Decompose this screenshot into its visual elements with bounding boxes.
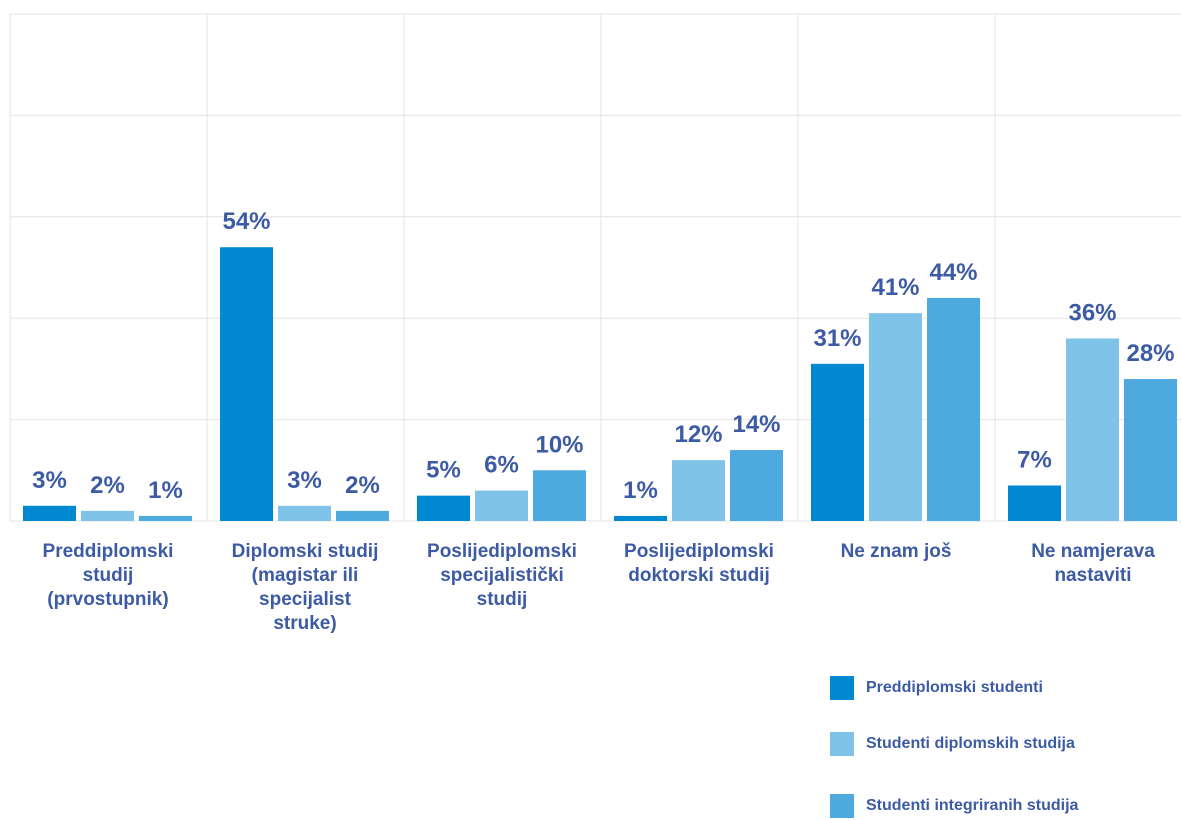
bar [869,313,922,521]
bar [23,505,76,521]
data-label: 2% [90,472,125,499]
data-label: 14% [732,411,780,438]
data-label: 7% [1017,447,1052,474]
bar [417,495,470,521]
category-label: Poslijediplomski specijalistički studij [404,540,600,612]
data-label: 12% [674,421,722,448]
data-label: 1% [148,477,183,504]
bar [533,470,586,521]
bar [927,297,980,521]
legend-item-integrirani: Studenti integriranih studija [830,794,1170,820]
bar [278,505,331,521]
data-label: 10% [535,431,583,458]
category-label-line: studij [82,565,134,586]
category-label-line: Poslijediplomski [427,541,577,562]
legend-label: Preddiplomski studenti [866,679,1043,696]
legend-item-preddiplomski: Preddiplomski studenti [830,676,1170,702]
chart-grid [9,13,1181,522]
bar [475,490,528,521]
data-label: 5% [426,457,461,484]
legend-swatch-integrirani [830,794,854,818]
category-label-line: studij [476,589,528,610]
category-label-line: specijalistički [440,565,564,586]
category-label-line: specijalist [259,589,351,610]
bar [139,515,192,521]
data-label: 2% [345,472,380,499]
category-label-line: Ne znam još [840,541,952,562]
category-label: Poslijediplomski doktorski studij [601,540,797,588]
legend-label: Studenti diplomskih studija [866,735,1075,752]
data-label: 3% [32,467,67,494]
category-label-line: nastaviti [1054,565,1132,586]
data-label: 44% [929,259,977,286]
category-label-line: struke) [273,613,337,634]
category-label: Ne znam još [798,540,994,564]
legend-swatch-diplomski [830,732,854,756]
bar [336,510,389,521]
bar [1124,379,1177,521]
legend-swatch-preddiplomski [830,676,854,700]
data-label: 36% [1068,299,1116,326]
bar [81,510,134,521]
chart-data-labels: 3% 2% 1% 54% 3% 2% 5% 6% 10% 1% 12% 14% 31% 41% 44% 7% 3… [32,208,1174,504]
category-label: Ne namjerava nastaviti [995,540,1181,588]
data-label: 41% [871,274,919,301]
bar [220,247,273,521]
category-label-line: doktorski studij [628,565,770,586]
category-label: Preddiplomski studij (prvostupnik) [10,540,206,612]
bar [730,450,783,521]
category-label-line: Preddiplomski [42,541,174,562]
bar-chart: 3% 2% 1% 54% 3% 2% 5% 6% 10% 1% 12% 14% 31% 41% 44% 7% 3… [9,13,1181,522]
bar [1066,338,1119,521]
category-label-line: Ne namjerava [1031,541,1155,562]
bar [672,460,725,521]
data-label: 1% [623,477,658,504]
data-label: 31% [813,325,861,352]
category-label: Diplomski studij (magistar ili specijalist… [207,540,403,636]
bar [1008,485,1061,521]
legend-label: Studenti integriranih studija [866,797,1079,814]
data-label: 54% [222,208,270,235]
category-label-line: Poslijediplomski [624,541,774,562]
chart-bars [23,247,1177,521]
category-label-line: Diplomski studij [231,541,379,562]
data-label: 6% [484,452,519,479]
data-label: 3% [287,467,322,494]
category-label-line: (prvostupnik) [47,589,169,610]
category-label-line: (magistar ili [251,565,359,586]
data-label: 28% [1126,340,1174,367]
bar [614,515,667,521]
legend-item-diplomski: Studenti diplomskih studija [830,732,1170,758]
bar [811,363,864,521]
